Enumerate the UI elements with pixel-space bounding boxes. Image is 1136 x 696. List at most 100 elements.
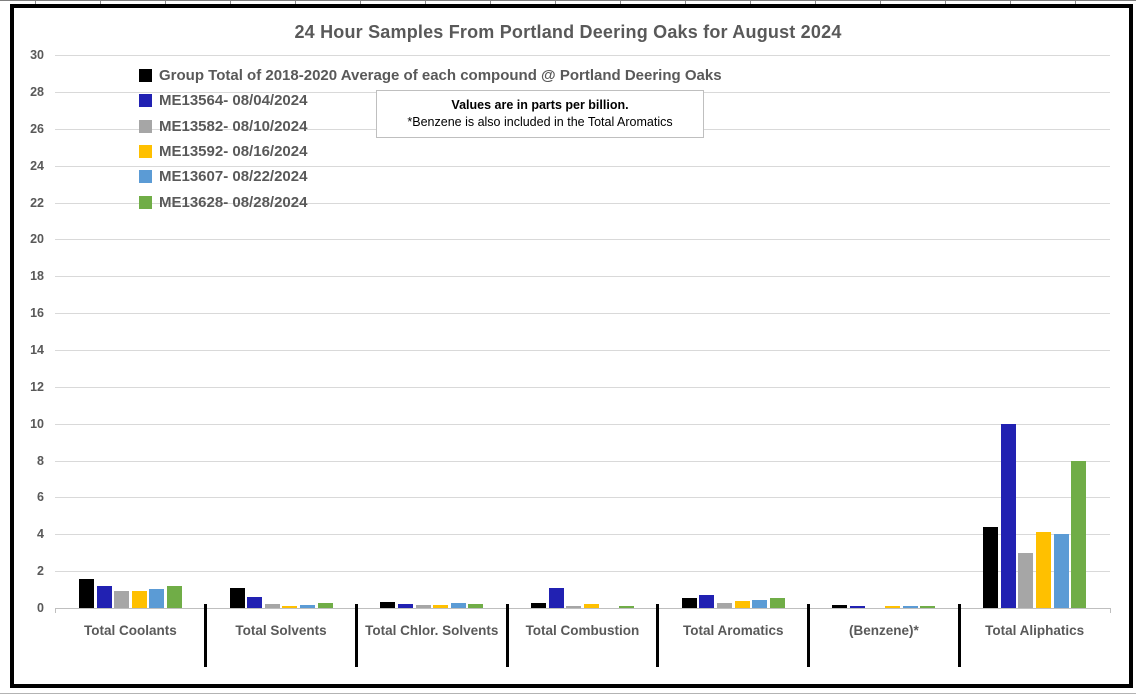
y-axis-label: 22 [30, 195, 44, 210]
bar [983, 526, 999, 608]
legend-item: ME13592- 08/16/2024 [139, 139, 722, 164]
legend-item: ME13582- 08/10/2024 [139, 114, 722, 139]
x-axis-category-label: Total Aromatics [682, 623, 784, 638]
y-axis-label: 10 [30, 416, 44, 431]
gridline [55, 571, 1110, 573]
gridline [55, 55, 1110, 56]
legend-item: ME13628- 08/28/2024 [139, 189, 722, 214]
category-separator [354, 604, 358, 667]
bar [531, 603, 546, 608]
bar [716, 602, 732, 608]
bar [583, 604, 599, 608]
legend-swatch [139, 145, 152, 159]
x-axis-category-label: Total Coolants [83, 623, 177, 638]
bar [619, 605, 634, 608]
bar [247, 596, 263, 608]
y-axis-label: 24 [30, 158, 44, 173]
bar [468, 604, 484, 608]
category-separator [807, 604, 811, 667]
y-axis-label: 16 [30, 306, 44, 321]
category-separator [957, 604, 961, 667]
bar [131, 590, 147, 608]
annotation-units-note: Values are in parts per billion. [451, 98, 629, 112]
x-axis-category-label: Total Combustion [525, 623, 640, 638]
chart-title: 24 Hour Samples From Portland Deering Oa… [294, 22, 842, 42]
y-axis-label: 2 [37, 564, 44, 579]
gridline [55, 202, 1110, 204]
chart-legend: Group Total of 2018-2020 Average of each… [139, 63, 722, 215]
bar [380, 601, 396, 608]
y-axis-label: 4 [37, 527, 44, 542]
y-axis-label: 0 [37, 601, 44, 615]
bar [450, 603, 466, 608]
legend-swatch [139, 69, 152, 83]
y-axis-label: 14 [30, 342, 44, 357]
y-axis-label: 30 [30, 48, 44, 62]
bar [1000, 423, 1016, 608]
bar [397, 604, 413, 608]
bar [681, 597, 697, 608]
bar [114, 590, 130, 608]
legend-label: ME13592- 08/16/2024 [159, 143, 308, 161]
bar [78, 578, 94, 608]
bar [415, 605, 431, 608]
gridline [55, 239, 1110, 241]
bar [433, 605, 449, 608]
y-axis-label: 20 [30, 232, 44, 247]
y-axis-label: 18 [30, 269, 44, 284]
bar [920, 605, 936, 608]
bar [96, 585, 112, 608]
y-axis-label: 8 [37, 453, 44, 468]
legend-label: ME13607- 08/22/2024 [159, 168, 308, 186]
x-axis-category-label: Total Chlor. Solvents [365, 623, 499, 638]
spreadsheet-column-ticks [35, 1, 1136, 5]
category-separator [204, 604, 208, 667]
legend-label: Group Total of 2018-2020 Average of each… [159, 67, 722, 85]
legend-swatch [139, 195, 152, 209]
category-separator [656, 604, 660, 667]
legend-label: ME13628- 08/28/2024 [159, 193, 308, 211]
bar [902, 605, 918, 608]
x-axis-category-label: Total Solvents [235, 623, 327, 638]
gridline [55, 313, 1110, 315]
gridline [55, 386, 1110, 388]
bar [769, 597, 785, 608]
spreadsheet-top-gridline [0, 0, 1136, 1]
bar [734, 600, 750, 608]
gridline [55, 534, 1110, 536]
gridline [55, 276, 1110, 278]
y-axis-label: 12 [30, 379, 44, 394]
bar [1035, 531, 1051, 608]
legend-swatch [139, 119, 152, 133]
legend-label: ME13582- 08/10/2024 [159, 117, 308, 135]
annotation-footnote: *Benzene is also included in the Total A… [407, 115, 673, 129]
bar [300, 605, 315, 608]
x-axis-category-label: Total Aliphatics [985, 623, 1085, 638]
bar [166, 585, 182, 608]
gridline [55, 423, 1110, 425]
bar [548, 587, 564, 608]
y-axis-label: 26 [30, 121, 44, 136]
gridline [55, 497, 1110, 499]
bar [149, 588, 165, 608]
x-axis-line [55, 608, 1110, 609]
x-axis-category-label: (Benzene)* [849, 623, 919, 638]
legend-label: ME13564- 08/04/2024 [159, 92, 308, 110]
bar [229, 587, 245, 608]
y-axis-label: 6 [37, 490, 44, 505]
bar [699, 595, 715, 608]
gridline [55, 460, 1110, 462]
gridline [55, 165, 1110, 167]
bar [832, 605, 848, 608]
bar [566, 605, 582, 608]
category-separator [505, 604, 509, 667]
x-axis-tick [1110, 608, 1111, 613]
bar [1071, 460, 1087, 608]
bar [1053, 534, 1069, 608]
bar [282, 605, 298, 608]
legend-swatch [139, 170, 152, 184]
bar [752, 599, 768, 608]
bar [1018, 552, 1034, 608]
y-axis-label: 28 [30, 84, 44, 99]
